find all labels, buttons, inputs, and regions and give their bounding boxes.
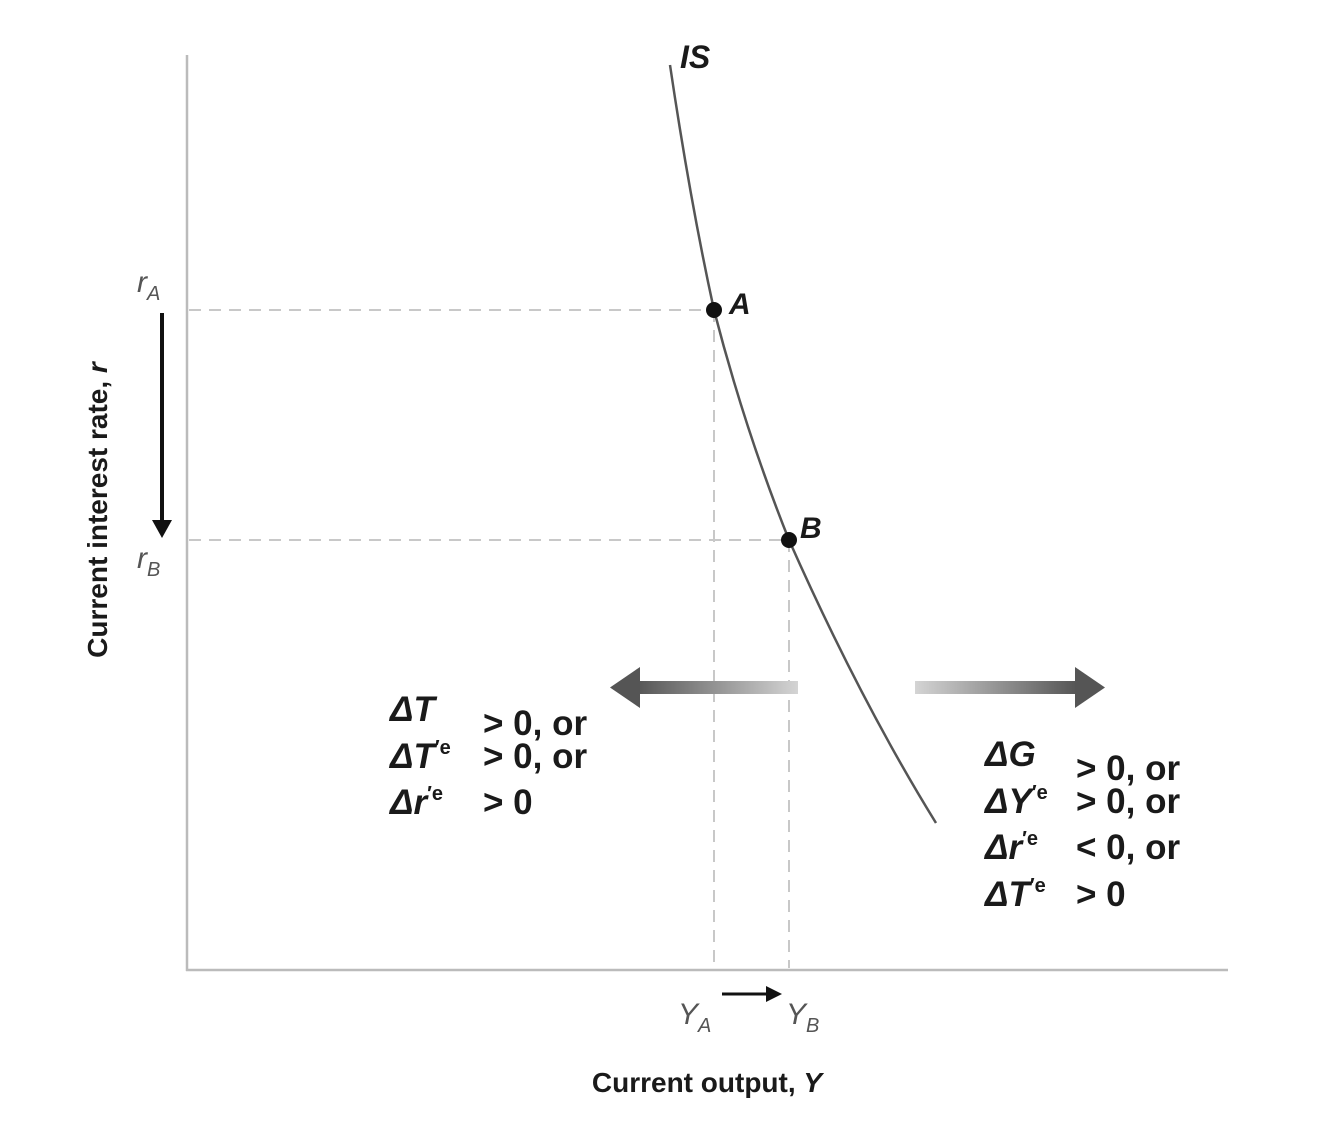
shift-left-arrow: [610, 667, 798, 708]
point-b: [781, 532, 797, 548]
y-axis-label: Current interest rate, r: [82, 360, 113, 658]
tick-ra: rA: [137, 266, 160, 305]
tick-yb: YB: [786, 998, 819, 1037]
is-curve: [668, 64, 938, 824]
right-conditions: ΔG > 0, or ΔY′e > 0, or Δr′e < 0, or ΔT′e > …: [983, 735, 1180, 914]
left-condition: ΔT′e > 0, or: [388, 737, 587, 776]
tick-ya: YA: [678, 998, 711, 1037]
is-curve-label: IS: [680, 39, 711, 75]
tick-rb: rB: [137, 542, 160, 581]
right-condition: Δr′e < 0, or: [983, 828, 1180, 867]
left-conditions: ΔT > 0, or ΔT′e > 0, or Δr′e > 0: [388, 690, 587, 822]
point-b-label: B: [800, 512, 822, 545]
shift-right-arrow: [915, 667, 1105, 708]
right-condition: ΔT′e > 0: [983, 875, 1126, 914]
x-axis-label: Current output, Y: [592, 1067, 825, 1098]
arrowhead-right-icon: [766, 986, 782, 1002]
left-condition: ΔT > 0, or: [388, 690, 587, 743]
right-condition: ΔY′e > 0, or: [983, 782, 1180, 821]
arrowhead-down-icon: [152, 520, 172, 538]
left-condition: Δr′e > 0: [388, 783, 533, 822]
point-a: [706, 302, 722, 318]
point-a-label: A: [728, 288, 751, 321]
right-condition: ΔG > 0, or: [983, 735, 1180, 788]
